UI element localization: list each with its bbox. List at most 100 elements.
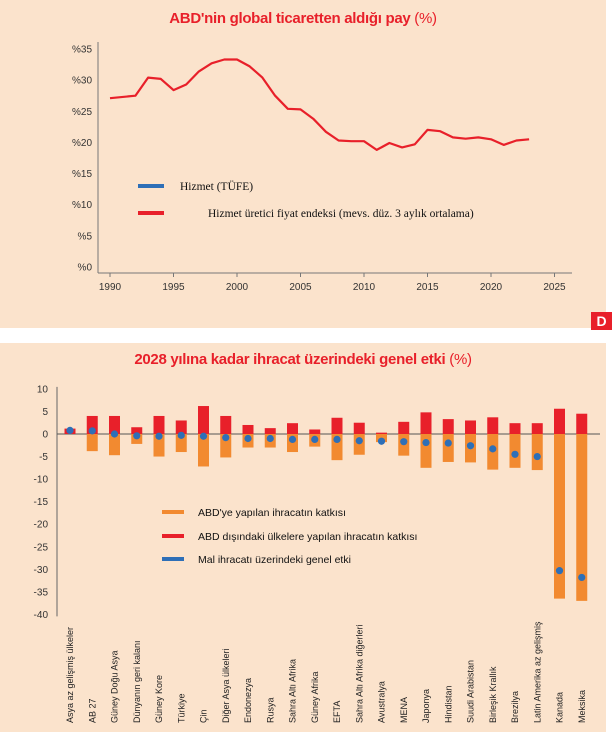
category-label: AB 27 (87, 698, 97, 723)
y-tick-label: -20 (34, 520, 49, 531)
net-effect-point (555, 567, 564, 575)
category-label: Birleşik Krallık (488, 666, 498, 723)
category-label: Hindistan (443, 685, 453, 723)
chart-2-title: 2028 yılına kadar ihracat üzerindeki gen… (134, 351, 472, 368)
net-effect-point (489, 445, 497, 453)
category-label: Suudi Arabistan (466, 660, 476, 723)
net-effect-point (266, 434, 274, 443)
bar-non-us-exports (576, 413, 588, 434)
bar-us-exports (86, 434, 98, 452)
net-effect-point (110, 430, 119, 438)
legend-label: Mal ihracatı üzerindeki genel etki (198, 554, 351, 566)
bar-us-exports (442, 434, 454, 462)
y-tick-label: %25 (72, 107, 92, 118)
category-label: Sahra Altı Afrika diğerleri (354, 624, 364, 723)
chart-panel-2: 2028 yılına kadar ihracat üzerindeki gen… (0, 343, 606, 732)
x-tick-label: 1995 (162, 282, 185, 293)
bar-non-us-exports (153, 415, 165, 434)
category-label: Japonya (421, 689, 431, 723)
y-tick-label: %10 (72, 200, 92, 211)
bar-non-us-exports (509, 423, 521, 434)
category-label: Çin (199, 709, 209, 723)
net-effect-point (355, 437, 363, 445)
net-effect-point (444, 439, 452, 447)
bar-non-us-exports (131, 427, 143, 434)
net-effect-point (578, 573, 586, 582)
bar-us-exports (576, 434, 588, 601)
bar-non-us-exports (264, 428, 276, 434)
net-effect-point (155, 432, 163, 440)
x-tick-label: 2005 (289, 282, 312, 293)
category-label: Latin Amerika az gelişmiş (532, 621, 542, 723)
category-label: Güney Doğu Asya (110, 650, 120, 723)
y-tick-label: %35 (72, 44, 92, 55)
net-effect-point (466, 442, 475, 450)
category-label: Meksika (577, 690, 587, 723)
bar-non-us-exports (86, 415, 98, 434)
y-tick-label: -5 (39, 452, 48, 463)
bar-non-us-exports (287, 423, 298, 434)
y-tick-label: -10 (34, 475, 49, 486)
bar-us-exports (109, 434, 120, 456)
category-label: MENA (399, 697, 409, 723)
bar-non-us-exports (420, 412, 432, 434)
y-tick-label: -35 (34, 587, 49, 598)
y-tick-label: %15 (72, 169, 92, 180)
category-label: Diğer Asya ülkeleri (221, 648, 231, 723)
legend-label: ABD'ye yapılan ihracatın katkısı (198, 507, 346, 519)
legend-label: Hizmet (TÜFE) (180, 179, 253, 193)
bar-us-exports (198, 434, 209, 467)
net-effect-point (133, 432, 141, 440)
x-tick-label: 2020 (480, 282, 503, 293)
bar-non-us-exports (242, 424, 254, 434)
bar-chart: 10 5 0 -5 -10 -15 -20 -25 -30 -35 -40 Asya az geliş… (34, 384, 600, 723)
bar-non-us-exports (220, 415, 232, 434)
x-tick-label: 2010 (353, 282, 376, 293)
x-tick-label: 1990 (99, 282, 122, 293)
bar-us-exports (420, 434, 432, 468)
net-effect-point (199, 432, 208, 440)
net-effect-point (88, 427, 96, 435)
net-effect-point (333, 435, 341, 444)
y-tick-label: %0 (78, 263, 93, 274)
net-effect-point (244, 434, 252, 443)
bar-non-us-exports (109, 415, 120, 434)
y-tick-label: -40 (34, 610, 49, 621)
y-tick-label: 10 (37, 384, 49, 395)
y-tick-label: %5 (78, 231, 93, 242)
chart-1-title: ABD'nin global ticaretten aldığı pay (%) (169, 10, 437, 27)
bar-us-exports (554, 434, 565, 599)
bar-non-us-exports (398, 421, 410, 434)
bar-us-exports (287, 434, 298, 453)
bar-us-exports (353, 434, 365, 455)
category-label: Güney Afrika (310, 671, 320, 723)
y-tick-label: -25 (34, 542, 49, 553)
net-effect-point (377, 437, 386, 445)
legend-label: Hizmet üretici fiyat endeksi (mevs. düz.… (208, 208, 474, 220)
category-label: Brezilya (510, 691, 520, 723)
net-effect-point (222, 434, 230, 442)
category-label: EFTA (332, 701, 342, 723)
bar-us-exports (175, 434, 187, 453)
net-effect-point (422, 438, 430, 447)
bar-non-us-exports (376, 432, 387, 434)
category-label: Dünyanın geri kalanı (132, 640, 142, 723)
x-tick-label: 2015 (416, 282, 439, 293)
category-label: Avustralya (377, 681, 387, 723)
net-effect-point (533, 452, 541, 461)
y-tick-label: 0 (42, 430, 48, 441)
category-label: Endonezya (243, 678, 253, 723)
y-tick-label: -30 (34, 565, 49, 576)
bar-us-exports (153, 434, 165, 457)
bar-non-us-exports (309, 429, 321, 434)
net-effect-point (400, 438, 408, 446)
category-label: Sahra Altı Afrika (288, 659, 298, 723)
bar-non-us-exports (331, 417, 343, 434)
brand-logo: D (591, 312, 612, 330)
bar-non-us-exports (353, 422, 365, 434)
y-tick-label: %30 (72, 76, 92, 87)
y-tick-label: %20 (72, 138, 92, 149)
bar-non-us-exports (531, 423, 543, 434)
bar-non-us-exports (175, 420, 187, 434)
chart-panel-1: ABD'nin global ticaretten aldığı pay (%)… (0, 0, 606, 328)
